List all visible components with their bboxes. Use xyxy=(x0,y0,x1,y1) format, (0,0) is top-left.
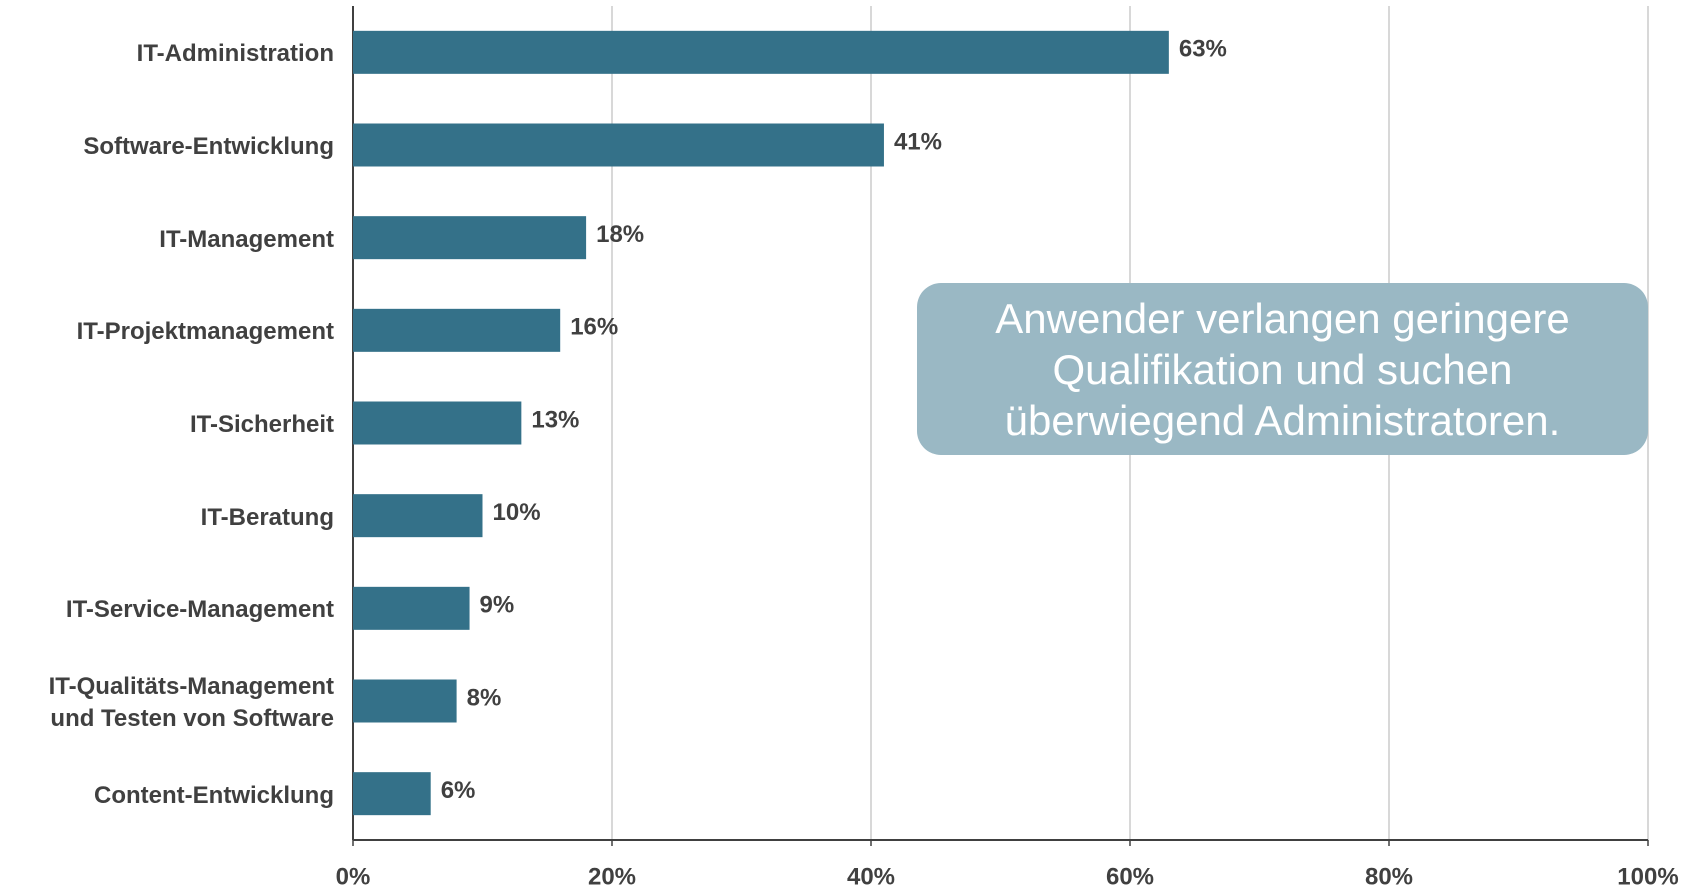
x-tick-label: 40% xyxy=(847,863,895,889)
bar xyxy=(353,494,483,538)
x-tick-label: 100% xyxy=(1617,863,1678,889)
y-tick-label: Content-Entwicklung xyxy=(94,781,334,809)
y-tick-label: IT-Beratung xyxy=(200,503,334,531)
y-tick-label: Software-Entwicklung xyxy=(83,133,334,160)
x-tick-label: 60% xyxy=(1106,863,1154,889)
y-tick-label: IT-Sicherheit xyxy=(189,411,334,438)
bar xyxy=(353,30,1169,74)
bar xyxy=(353,308,561,352)
y-tick-label: IT-Projektmanagement xyxy=(76,318,334,346)
data-label: 16% xyxy=(570,314,618,341)
bar xyxy=(353,679,457,723)
data-label: 9% xyxy=(480,592,515,619)
y-tick-label: IT-Service-Management xyxy=(65,596,334,624)
x-tick-label: 20% xyxy=(588,863,636,889)
y-tick-label: IT-Qualitäts-Management und Testen von S… xyxy=(48,673,334,732)
data-label: 10% xyxy=(493,499,541,526)
data-label: 41% xyxy=(894,128,942,155)
data-label: 13% xyxy=(531,406,579,433)
bar xyxy=(353,216,587,260)
bar xyxy=(353,123,884,167)
y-tick-label: IT-Management xyxy=(159,225,334,253)
x-tick-label: 80% xyxy=(1365,863,1413,889)
data-label: 63% xyxy=(1179,36,1227,63)
data-label: 8% xyxy=(467,684,502,711)
data-label: 6% xyxy=(441,777,476,804)
bar xyxy=(353,401,522,445)
bar xyxy=(353,586,470,630)
data-label: 18% xyxy=(596,221,644,248)
y-tick-label: IT-Administration xyxy=(136,40,334,68)
annotation: Anwender verlangen geringere Qualifikati… xyxy=(917,283,1648,455)
x-tick-label: 0% xyxy=(336,863,371,889)
bar xyxy=(353,772,431,816)
